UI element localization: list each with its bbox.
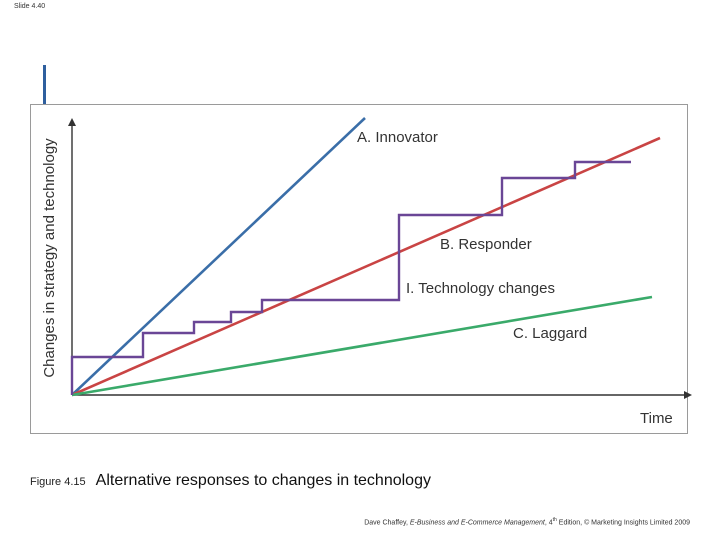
figure-caption: Figure 4.15 Alternative responses to cha…: [30, 472, 431, 492]
footer-edition-post: Edition, © Marketing Insights Limited 20…: [556, 519, 690, 527]
responder-line: [71, 136, 661, 397]
y-axis-label: Changes in strategy and technology: [41, 138, 58, 378]
citation-footer: Dave Chaffey, E-Business and E-Commerce …: [364, 517, 690, 526]
footer-edition-pre: , 4: [544, 519, 553, 527]
slide-number: Slide 4.40: [14, 3, 46, 10]
footer-edition-sup: th: [552, 517, 557, 523]
footer-book: E-Business and E-Commerce Management: [409, 519, 545, 527]
laggard-label: C. Laggard: [513, 325, 587, 342]
technology-changes-step-line: [70, 160, 631, 395]
laggard-line: [71, 295, 653, 397]
innovator-label: A. Innovator: [357, 129, 438, 146]
x-axis-label: Time: [640, 410, 673, 427]
footer-author: Dave Chaffey,: [364, 519, 410, 527]
title-accent-bar: [43, 65, 46, 107]
innovator-line: [71, 117, 366, 396]
technology-changes-label: I. Technology changes: [406, 280, 555, 297]
responder-label: B. Responder: [440, 236, 532, 253]
figure-label: Figure 4.15: [30, 476, 86, 488]
figure-title: Alternative responses to changes in tech…: [95, 472, 431, 489]
